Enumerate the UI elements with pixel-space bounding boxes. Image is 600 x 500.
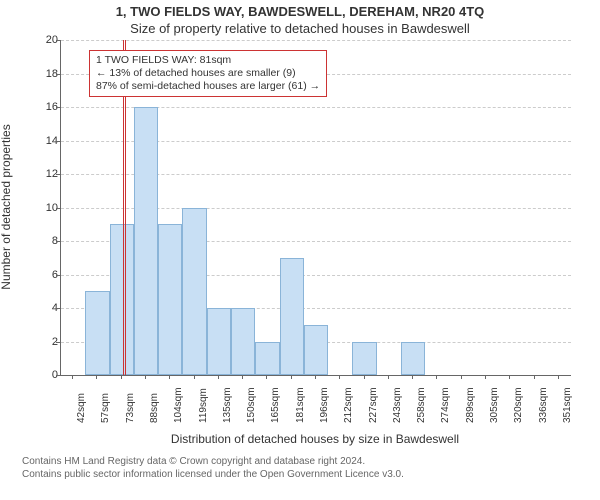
annotation-line: 1 TWO FIELDS WAY: 81sqm [96,54,320,67]
grid-line [61,40,571,41]
chart-container: 1, TWO FIELDS WAY, BAWDESWELL, DEREHAM, … [0,0,600,500]
histogram-bar [352,342,376,376]
x-tick-mark [218,375,219,379]
x-tick-mark [266,375,267,379]
x-tick-mark [364,375,365,379]
histogram-bar [231,308,255,375]
x-tick-mark [534,375,535,379]
chart-plot-area: 1 TWO FIELDS WAY: 81sqm← 13% of detached… [60,40,571,376]
x-tick-mark [96,375,97,379]
histogram-bar [255,342,279,376]
x-tick-mark [291,375,292,379]
annotation-box: 1 TWO FIELDS WAY: 81sqm← 13% of detached… [89,50,327,97]
y-axis-label: Number of detached properties [0,40,13,375]
x-tick-label: 243sqm [392,387,403,423]
x-tick-label: 135sqm [222,387,233,423]
footer-line-2: Contains public sector information licen… [22,469,578,482]
page-title: 1, TWO FIELDS WAY, BAWDESWELL, DEREHAM, … [0,4,600,19]
x-tick-mark [121,375,122,379]
x-tick-label: 181sqm [295,387,306,423]
histogram-bar [134,107,158,375]
x-tick-mark [315,375,316,379]
x-tick-label: 119sqm [198,388,209,423]
x-tick-label: 227sqm [368,387,379,423]
x-tick-label: 196sqm [319,387,330,423]
histogram-bar [182,208,206,376]
annotation-line: ← 13% of detached houses are smaller (9) [96,67,320,80]
x-tick-mark [145,375,146,379]
x-tick-mark [194,375,195,379]
x-tick-mark [558,375,559,379]
histogram-bar [85,291,109,375]
histogram-bar [401,342,425,376]
x-tick-mark [339,375,340,379]
x-tick-label: 165sqm [270,387,281,423]
annotation-line: 87% of semi-detached houses are larger (… [96,80,320,93]
footer: Contains HM Land Registry data © Crown c… [22,456,578,481]
x-tick-mark [485,375,486,379]
x-tick-mark [388,375,389,379]
x-tick-mark [412,375,413,379]
x-tick-label: 42sqm [76,393,87,423]
x-tick-label: 351sqm [562,387,573,423]
x-tick-label: 104sqm [173,387,184,423]
x-tick-mark [242,375,243,379]
x-axis-label: Distribution of detached houses by size … [60,432,570,446]
x-tick-label: 305sqm [489,387,500,423]
x-tick-label: 258sqm [416,387,427,423]
x-tick-label: 336sqm [538,387,549,423]
x-tick-label: 73sqm [125,393,136,423]
x-tick-label: 57sqm [100,393,111,423]
x-tick-label: 150sqm [246,387,257,423]
histogram-bar [280,258,304,375]
x-tick-label: 320sqm [513,387,524,423]
x-tick-label: 88sqm [149,393,160,423]
x-tick-mark [436,375,437,379]
histogram-bar [207,308,231,375]
histogram-bar [304,325,328,375]
x-tick-label: 274sqm [440,387,451,423]
histogram-bar [158,224,182,375]
histogram-bar [110,224,134,375]
chart-subtitle: Size of property relative to detached ho… [0,21,600,36]
x-tick-mark [72,375,73,379]
footer-line-1: Contains HM Land Registry data © Crown c… [22,456,578,469]
x-tick-label: 289sqm [465,387,476,423]
x-tick-mark [461,375,462,379]
x-tick-mark [169,375,170,379]
x-tick-mark [509,375,510,379]
x-tick-label: 212sqm [343,387,354,423]
